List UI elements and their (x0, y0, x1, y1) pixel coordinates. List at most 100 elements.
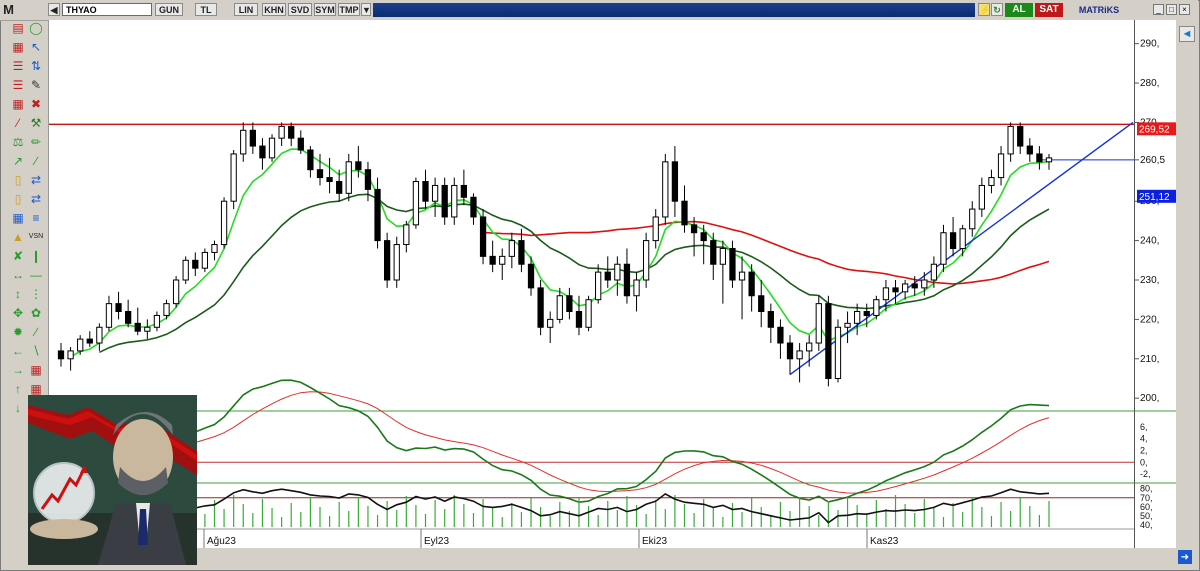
osc-tick-label: 2, (1140, 445, 1148, 455)
candle-body (441, 184, 448, 218)
lines-tool-icon[interactable]: ⁄ (16, 116, 19, 130)
price-tick-label: 240, (1140, 236, 1159, 247)
refresh-icon[interactable]: ↻ (991, 3, 1003, 16)
back-arrow-icon[interactable]: ◄ (1179, 26, 1195, 42)
currency-button[interactable]: TL (195, 3, 217, 16)
cross-tool-icon[interactable]: ✘ (12, 249, 24, 263)
candle-body (690, 224, 698, 234)
star-tool-icon[interactable]: ✹ (12, 325, 24, 339)
next-arrow-icon[interactable]: ➜ (1178, 550, 1192, 564)
folder-tool-icon[interactable]: ▯ (14, 192, 22, 206)
diag2-tool-icon[interactable]: ∖ (32, 344, 40, 358)
diag-tool-icon[interactable]: ∕ (34, 325, 37, 339)
candle-body (662, 161, 669, 218)
hammer-tool-icon[interactable]: ⚒ (30, 116, 42, 130)
rsi-tick-label: 40, (1140, 520, 1153, 530)
bell-tool-icon[interactable]: ▲ (12, 230, 24, 244)
eq-tool-icon[interactable]: ▦ (30, 363, 42, 377)
svd-button[interactable]: SVD (288, 3, 312, 16)
channel-tool-icon[interactable]: ∕ (34, 154, 37, 168)
candle-body (297, 137, 304, 151)
candle-body (777, 326, 784, 344)
symbol-input[interactable]: THYAO (62, 3, 152, 16)
price-badge-low (1137, 189, 1177, 203)
rsi-line (60, 488, 1050, 524)
osc-tick-label: 4, (1140, 434, 1148, 444)
cross-move-icon[interactable]: ✥ (12, 306, 24, 320)
maximize-button[interactable]: □ (1166, 4, 1177, 15)
close-button[interactable]: × (1179, 4, 1190, 15)
x-axis-label: Eyl23 (424, 536, 449, 547)
list-tool-icon[interactable]: ☰ (12, 78, 24, 92)
candle-body (326, 177, 333, 183)
rsi-tick-label: 70, (1140, 493, 1153, 503)
lightning-icon[interactable]: ⚡ (978, 3, 991, 16)
horizontal-tool-icon[interactable]: ↔ (12, 268, 24, 282)
brush-tool-icon[interactable]: ⚖ (12, 135, 24, 149)
tmp-button[interactable]: TMP (338, 3, 360, 16)
candle-body (393, 244, 400, 281)
move-tool-icon[interactable]: ⇄ (30, 192, 42, 206)
symbol-nav-button[interactable]: ◀ (48, 3, 60, 16)
lines-equal-icon[interactable]: ≡ (32, 211, 40, 225)
swap-tool-icon[interactable]: ⇄ (30, 173, 42, 187)
bars-tool-icon[interactable]: ☰ (12, 59, 24, 73)
tmp-dropdown-button[interactable]: ▼ (361, 3, 371, 16)
arrow-up-icon[interactable]: ↑ (15, 382, 21, 396)
vision-tool-icon[interactable]: VSN (28, 233, 44, 240)
x-tool-icon[interactable]: ✖ (30, 97, 42, 111)
minus-tool-icon[interactable]: — (30, 268, 42, 282)
scale-button[interactable]: LIN (234, 3, 258, 16)
bar-tool-icon[interactable]: ❙ (30, 249, 42, 263)
chart-tool-icon[interactable]: ▦ (12, 211, 24, 225)
candle-body (422, 181, 429, 202)
candle-body (671, 161, 679, 202)
arrow-tool-icon[interactable]: ↖ (30, 40, 42, 54)
label-tool-icon[interactable]: ▯ (14, 173, 22, 187)
candle-body (527, 263, 535, 289)
candle-body (748, 271, 755, 297)
candle-body (278, 125, 285, 139)
candle-body (451, 184, 458, 218)
osc-signal-line (60, 391, 1050, 494)
chart-panel[interactable]: Ağu23 Eyl23 Eki23 Kas23 (48, 20, 1135, 548)
lock-icon[interactable]: ◯ (29, 21, 43, 35)
candle-body (815, 303, 822, 344)
pen-tool-icon[interactable]: ✏ (30, 135, 42, 149)
logo-button[interactable]: M (2, 2, 15, 17)
axis-svg: 290,280,270,260,5250,240,230,220,210,200… (1135, 39, 1177, 530)
khn-button[interactable]: KHN (262, 3, 286, 16)
sell-button[interactable]: SAT (1035, 3, 1063, 17)
sym-button[interactable]: SYM (314, 3, 336, 16)
fan-tool-icon[interactable]: ↗ (12, 154, 24, 168)
leaf-tool-icon[interactable]: ✿ (30, 306, 42, 320)
candle-body (57, 350, 65, 360)
vertical-tool-icon[interactable]: ↕ (15, 287, 21, 301)
buy-button[interactable]: AL (1005, 3, 1033, 17)
grid2-tool-icon[interactable]: ▦ (30, 382, 42, 396)
candle-body (623, 263, 631, 297)
price-tick-label: 280, (1140, 78, 1159, 89)
minimize-button[interactable]: _ (1153, 4, 1164, 15)
price-chart[interactable]: Ağu23 Eyl23 Eki23 Kas23 (49, 20, 1135, 548)
candle-tool-icon[interactable]: ▤ (12, 21, 24, 35)
edit-tool-icon[interactable]: ✎ (30, 78, 42, 92)
osc-macd-line (60, 379, 1050, 504)
candle-body (547, 318, 554, 328)
candle-body (508, 240, 515, 257)
split-tool-icon[interactable]: ⇅ (30, 59, 42, 73)
arrow-right-icon[interactable]: → (12, 363, 24, 377)
pointer-icon[interactable]: ▦ (12, 40, 24, 54)
grid-tool-icon[interactable]: ▦ (12, 97, 24, 111)
arrow-left-icon[interactable]: ← (12, 344, 24, 358)
x-axis-label: Eki23 (642, 536, 667, 547)
price-tick-label: 290, (1140, 39, 1159, 50)
candle-body (767, 311, 774, 328)
dots-tool-icon[interactable]: ⋮ (30, 287, 42, 301)
arrow-down-icon[interactable]: ↓ (15, 401, 21, 415)
price-tick-label: 210, (1140, 354, 1159, 365)
candle-body (537, 287, 544, 328)
candle-body (796, 350, 803, 360)
candle-body (825, 303, 832, 379)
period-button[interactable]: GUN (155, 3, 183, 16)
